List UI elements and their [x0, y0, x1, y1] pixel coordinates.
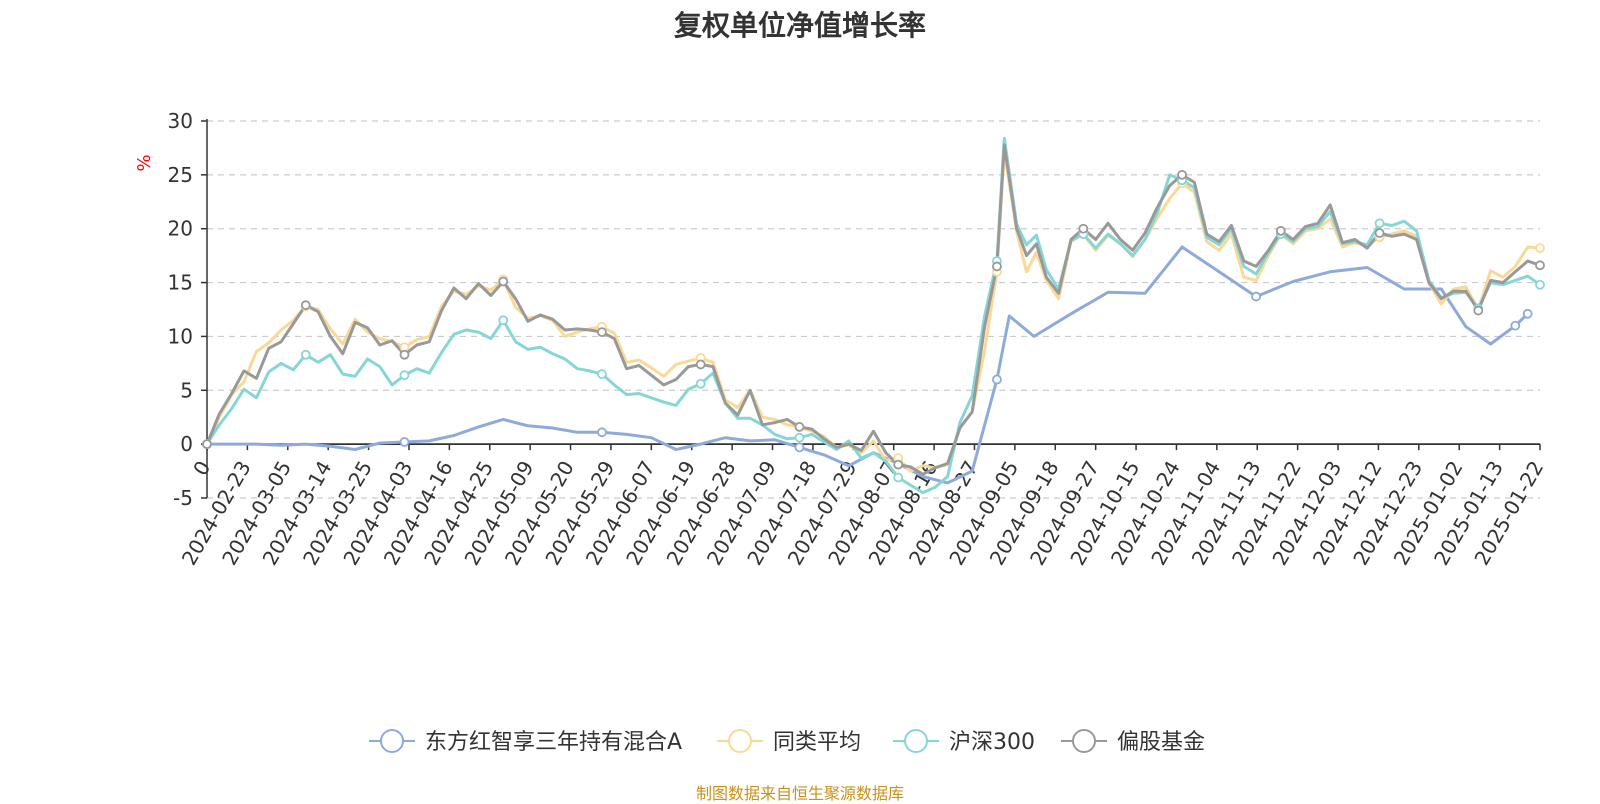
legend-label: 沪深300 — [949, 730, 1035, 755]
data-point — [399, 437, 410, 447]
data-point — [300, 300, 311, 311]
data-point — [1535, 243, 1545, 254]
data-point — [794, 442, 805, 453]
data-point — [992, 374, 1002, 385]
series-line — [205, 136, 1541, 495]
legend-swatch-marker — [380, 729, 404, 753]
y-tick-label: 15 — [168, 271, 193, 295]
legend-label: 东方红智享三年持有混合A — [425, 730, 682, 755]
y-tick-label: 5 — [180, 378, 193, 402]
data-point — [695, 359, 706, 370]
data-point — [1251, 291, 1262, 302]
data-point — [498, 276, 509, 287]
y-axis-unit-label: % — [134, 154, 155, 171]
data-point — [695, 378, 706, 389]
data-point — [1177, 169, 1187, 180]
data-point — [1510, 320, 1521, 331]
data-point — [794, 422, 805, 432]
data-point — [794, 432, 805, 443]
y-tick-label: 25 — [168, 163, 193, 187]
x-tick-label: 0 — [188, 457, 215, 480]
legend-swatch-marker — [728, 729, 752, 753]
data-point — [202, 439, 212, 450]
data-point — [1078, 223, 1089, 234]
data-point — [1522, 308, 1533, 319]
series-markers — [202, 169, 1545, 483]
data-point — [1535, 260, 1545, 271]
data-point — [893, 472, 904, 483]
data-point — [1374, 218, 1385, 229]
series-line — [205, 143, 1541, 476]
data-point — [498, 315, 509, 326]
data-point — [399, 370, 410, 381]
data-point — [597, 369, 607, 380]
source-note: 制图数据来自恒生聚源数据库 — [695, 784, 904, 803]
legend-label: 偏股基金 — [1117, 730, 1205, 755]
legend-swatch-marker — [1072, 729, 1096, 753]
y-tick-label: 0 — [180, 432, 193, 456]
y-tick-label: 20 — [168, 217, 193, 241]
legend-swatch-marker — [904, 729, 928, 753]
data-point — [1275, 225, 1286, 236]
data-point — [1374, 228, 1385, 238]
data-point — [399, 349, 410, 360]
data-point — [992, 261, 1002, 272]
chart-title: 复权单位净值增长率 — [673, 9, 926, 42]
legend: 东方红智享三年持有混合A 同类平均 沪深300 偏股基金 — [369, 729, 1205, 755]
series-line — [205, 149, 1541, 473]
legend-label: 同类平均 — [773, 730, 861, 755]
data-point — [1535, 279, 1545, 290]
data-point — [597, 427, 607, 438]
data-point — [300, 349, 311, 360]
data-point — [893, 459, 904, 470]
data-point — [597, 327, 607, 338]
y-tick-label: 10 — [168, 324, 193, 348]
data-point — [1473, 305, 1484, 316]
y-tick-label: -5 — [173, 486, 193, 510]
y-tick-label: 30 — [168, 109, 193, 133]
